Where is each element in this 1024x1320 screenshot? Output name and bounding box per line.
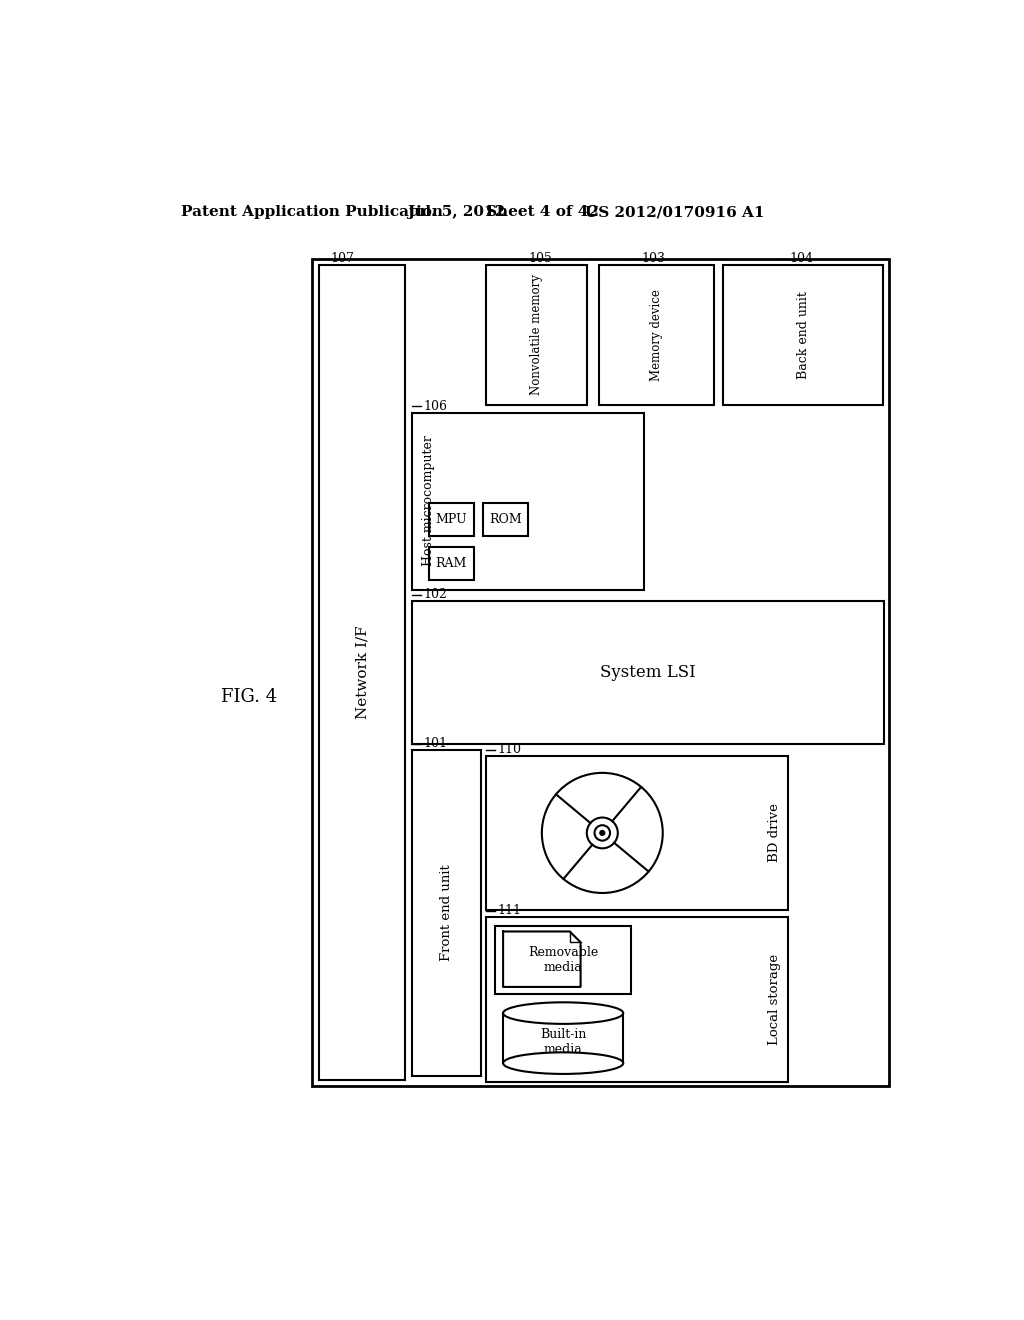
Text: Back end unit: Back end unit <box>797 290 810 379</box>
Bar <box>429 503 474 536</box>
Text: 101: 101 <box>423 737 447 750</box>
Text: System LSI: System LSI <box>600 664 696 681</box>
Text: 107: 107 <box>331 252 354 265</box>
Text: Host microcomputer: Host microcomputer <box>422 436 435 566</box>
Bar <box>486 917 788 1082</box>
Text: RAM: RAM <box>435 557 467 570</box>
Text: 110: 110 <box>498 743 521 756</box>
Text: US 2012/0170916 A1: US 2012/0170916 A1 <box>586 206 765 219</box>
Text: Patent Application Publication: Patent Application Publication <box>180 206 442 219</box>
Bar <box>412 601 885 743</box>
Bar <box>599 264 714 405</box>
Bar <box>483 503 528 536</box>
Text: Sheet 4 of 42: Sheet 4 of 42 <box>486 206 599 219</box>
Text: 104: 104 <box>790 252 813 265</box>
Text: 103: 103 <box>642 252 666 265</box>
Bar <box>318 264 406 1080</box>
Text: 111: 111 <box>498 904 521 917</box>
Bar <box>312 259 889 1086</box>
Bar <box>486 264 587 405</box>
Text: 106: 106 <box>423 400 447 413</box>
Text: Jul. 5, 2012: Jul. 5, 2012 <box>407 206 505 219</box>
Text: Removable
media: Removable media <box>528 946 598 974</box>
Ellipse shape <box>503 1002 624 1024</box>
Text: FIG. 4: FIG. 4 <box>221 689 278 706</box>
Text: Memory device: Memory device <box>650 289 664 380</box>
Text: MPU: MPU <box>435 513 467 527</box>
Circle shape <box>599 830 605 836</box>
Text: ROM: ROM <box>489 513 522 527</box>
Text: Local storage: Local storage <box>768 954 781 1045</box>
Bar <box>412 750 481 1076</box>
Bar <box>496 927 631 994</box>
Bar <box>723 264 883 405</box>
Text: Nonvolatile memory: Nonvolatile memory <box>530 275 543 395</box>
Bar <box>429 548 474 579</box>
Bar <box>412 412 644 590</box>
Text: Network I/F: Network I/F <box>355 626 369 719</box>
Bar <box>486 756 788 909</box>
Text: BD drive: BD drive <box>768 804 781 862</box>
Ellipse shape <box>503 1052 624 1074</box>
Text: 105: 105 <box>528 252 553 265</box>
Text: Built-in
media: Built-in media <box>540 1028 587 1056</box>
Text: Front end unit: Front end unit <box>440 865 453 961</box>
Text: 102: 102 <box>423 589 447 602</box>
